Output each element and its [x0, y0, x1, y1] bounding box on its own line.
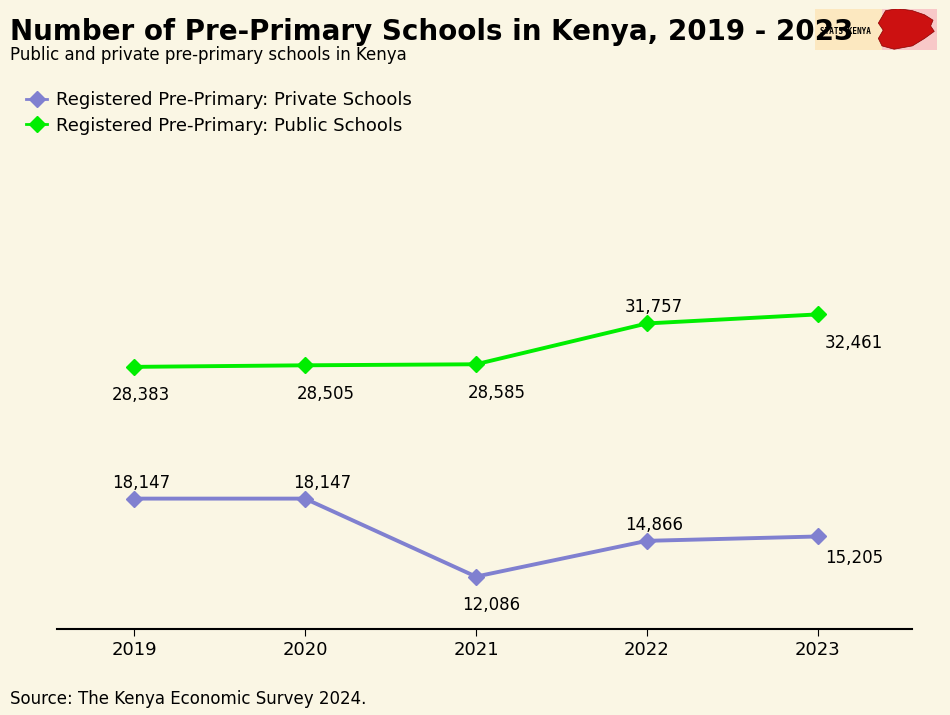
Text: 28,505: 28,505 — [296, 385, 354, 403]
Text: 12,086: 12,086 — [463, 596, 521, 614]
Text: 15,205: 15,205 — [825, 549, 883, 567]
Bar — [815, 9, 882, 50]
Legend: Registered Pre-Primary: Private Schools, Registered Pre-Primary: Public Schools: Registered Pre-Primary: Private Schools,… — [19, 84, 420, 142]
Text: Source: The Kenya Economic Survey 2024.: Source: The Kenya Economic Survey 2024. — [10, 690, 366, 708]
Text: 18,147: 18,147 — [112, 474, 170, 492]
Text: 32,461: 32,461 — [825, 334, 884, 352]
Polygon shape — [879, 9, 934, 49]
Text: Public and private pre-primary schools in Kenya: Public and private pre-primary schools i… — [10, 46, 407, 64]
Text: Number of Pre-Primary Schools in Kenya, 2019 - 2023: Number of Pre-Primary Schools in Kenya, … — [10, 18, 853, 46]
Text: 18,147: 18,147 — [293, 474, 352, 492]
Text: 28,383: 28,383 — [112, 386, 170, 404]
Text: 14,866: 14,866 — [625, 516, 683, 534]
Text: STATS KENYA: STATS KENYA — [820, 27, 871, 36]
Text: 31,757: 31,757 — [625, 297, 683, 316]
Bar — [882, 9, 937, 50]
Text: 28,585: 28,585 — [467, 383, 525, 402]
